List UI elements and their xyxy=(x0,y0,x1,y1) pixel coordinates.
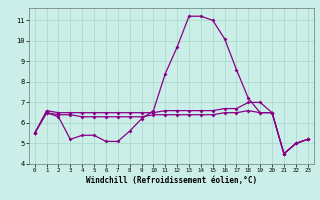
X-axis label: Windchill (Refroidissement éolien,°C): Windchill (Refroidissement éolien,°C) xyxy=(86,176,257,185)
